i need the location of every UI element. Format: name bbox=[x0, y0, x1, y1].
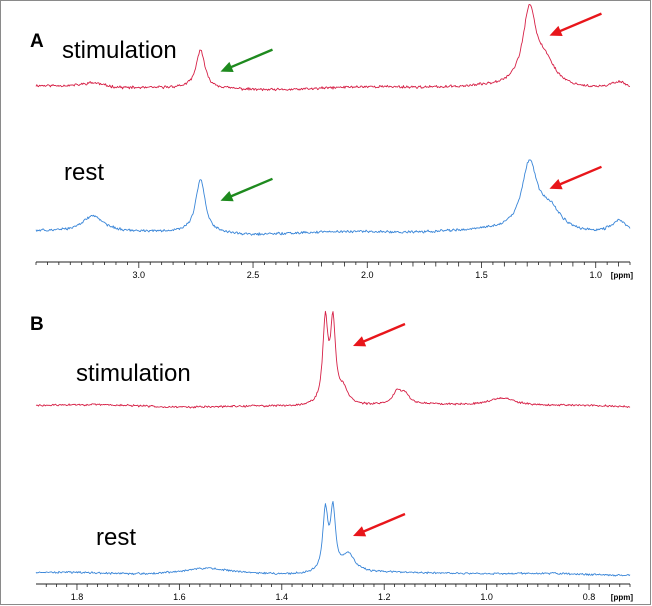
panel-b-rest-label: rest bbox=[96, 524, 136, 551]
panel-b-tick-label: 1.2 bbox=[378, 592, 391, 602]
panel-a-letter: A bbox=[30, 31, 44, 52]
panel-b-rest-red-arrow-0-head bbox=[353, 526, 367, 537]
panel-b-arrows bbox=[353, 322, 406, 537]
panel-a-stimulation-spectrum bbox=[35, 4, 631, 92]
panel-b-stimulation-red-arrow-0-head bbox=[353, 336, 367, 347]
panel-a-rest-spectrum bbox=[35, 159, 631, 236]
panel-b-axis-unit-label: [ppm] bbox=[611, 593, 634, 602]
panel-b-stimulation-label: stimulation bbox=[76, 360, 191, 387]
panel-b-tick-label: 1.4 bbox=[276, 592, 289, 602]
panel-a-rest-label: rest bbox=[64, 159, 104, 186]
panel-b-letter: B bbox=[30, 314, 44, 335]
panel-b-tick-label: 1.0 bbox=[480, 592, 493, 602]
panel-b-series-group bbox=[35, 310, 631, 577]
panel-a-tick-label: 1.5 bbox=[475, 270, 488, 280]
panel-a-rest-red-arrow-1-head bbox=[549, 179, 563, 190]
panel-b-tick-label: 1.6 bbox=[173, 592, 186, 602]
panel-a-axis-unit-label: [ppm] bbox=[611, 271, 634, 280]
panel-a-stimulation-label: stimulation bbox=[62, 37, 177, 64]
panel-b: B stimulation rest 1.8 1.6 1.4 1.2 1.0 0.8 [pp… bbox=[30, 310, 634, 602]
panel-b-rest-red-arrow-0-shaft bbox=[360, 512, 406, 534]
panel-b-tick-label: 0.8 bbox=[583, 592, 596, 602]
panel-a-rest-green-arrow-0-head bbox=[220, 191, 234, 202]
panel-a-stimulation-green-arrow-0-shaft bbox=[228, 48, 273, 70]
panel-a-tick-label: 2.5 bbox=[247, 270, 260, 280]
panel-a: A stimulation rest 3.0 2.5 2.0 1.5 1.0 [ppm] bbox=[30, 4, 634, 280]
panel-a-stimulation-green-arrow-0-head bbox=[220, 61, 234, 72]
panel-b-x-axis: 1.8 1.6 1.4 1.2 1.0 0.8 [ppm] bbox=[36, 583, 634, 602]
panel-a-tick-label: 3.0 bbox=[133, 270, 146, 280]
panel-b-stimulation-spectrum bbox=[35, 310, 631, 409]
panel-b-tick-label: 1.8 bbox=[71, 592, 84, 602]
panel-a-x-axis: 3.0 2.5 2.0 1.5 1.0 [ppm] bbox=[35, 261, 634, 280]
panel-a-rest-green-arrow-0-shaft bbox=[228, 177, 273, 199]
panel-b-rest-spectrum bbox=[35, 500, 631, 577]
panel-a-rest-red-arrow-1-shaft bbox=[557, 165, 602, 187]
panel-a-arrows bbox=[220, 12, 602, 202]
panel-a-series-group bbox=[35, 4, 631, 236]
panel-a-stimulation-red-arrow-1-head bbox=[549, 25, 563, 36]
panel-a-tick-label: 2.0 bbox=[361, 270, 374, 280]
panel-b-stimulation-red-arrow-0-shaft bbox=[360, 322, 406, 344]
panel-a-stimulation-red-arrow-1-shaft bbox=[557, 12, 602, 34]
panel-a-tick-label: 1.0 bbox=[589, 270, 602, 280]
